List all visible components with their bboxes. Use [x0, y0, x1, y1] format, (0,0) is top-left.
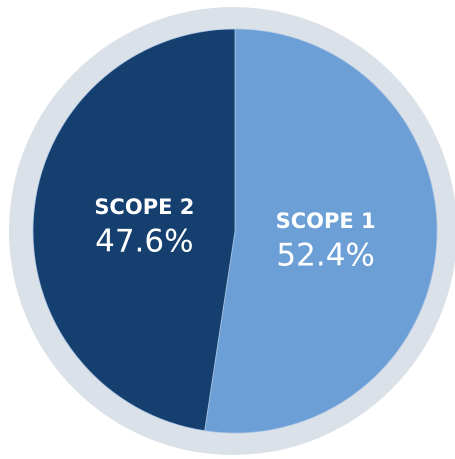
slice-value: 47.6% — [95, 224, 193, 260]
pie-slice — [204, 28, 438, 434]
slice-name: SCOPE 1 — [276, 209, 376, 233]
pie-slice — [32, 28, 236, 432]
slice-name: SCOPE 2 — [94, 195, 194, 219]
slice-value: 52.4% — [276, 237, 374, 273]
